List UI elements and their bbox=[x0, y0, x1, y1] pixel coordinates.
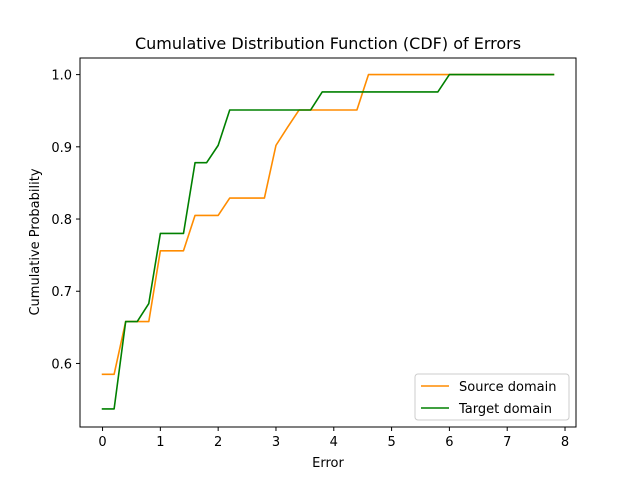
x-tick-label: 2 bbox=[214, 435, 222, 450]
x-tick-label: 0 bbox=[98, 435, 106, 450]
legend-label-source-domain: Source domain bbox=[459, 380, 556, 395]
y-axis-label: Cumulative Probability bbox=[28, 168, 43, 315]
x-tick-label: 3 bbox=[272, 435, 280, 450]
y-axis-ticks: 0.6 0.7 0.8 0.9 1.0 bbox=[51, 69, 80, 372]
y-tick-label: 0.6 bbox=[51, 357, 72, 372]
plot-lines bbox=[101, 73, 555, 410]
x-tick-label: 5 bbox=[387, 435, 395, 450]
x-tick-label: 1 bbox=[156, 435, 164, 450]
legend-box bbox=[414, 373, 570, 421]
y-tick-label: 0.7 bbox=[51, 285, 72, 300]
x-tick-label: 8 bbox=[561, 435, 569, 450]
series-line-target-domain bbox=[101, 73, 555, 410]
x-axis-ticks: 0 1 2 3 4 5 6 7 8 bbox=[98, 427, 569, 450]
x-axis-label: Error bbox=[312, 456, 344, 471]
x-tick-label: 4 bbox=[330, 435, 338, 450]
y-tick-label: 1.0 bbox=[51, 69, 72, 84]
x-tick-label: 6 bbox=[445, 435, 453, 450]
chart-title: Cumulative Distribution Function (CDF) o… bbox=[135, 34, 521, 53]
legend: Source domain Target domain bbox=[414, 373, 570, 421]
y-tick-label: 0.9 bbox=[51, 141, 72, 156]
series-line-source-domain bbox=[101, 73, 555, 376]
plot-frame bbox=[79, 57, 577, 428]
y-tick-label: 0.8 bbox=[51, 213, 72, 228]
x-tick-label: 7 bbox=[503, 435, 511, 450]
legend-label-target-domain: Target domain bbox=[458, 402, 552, 417]
